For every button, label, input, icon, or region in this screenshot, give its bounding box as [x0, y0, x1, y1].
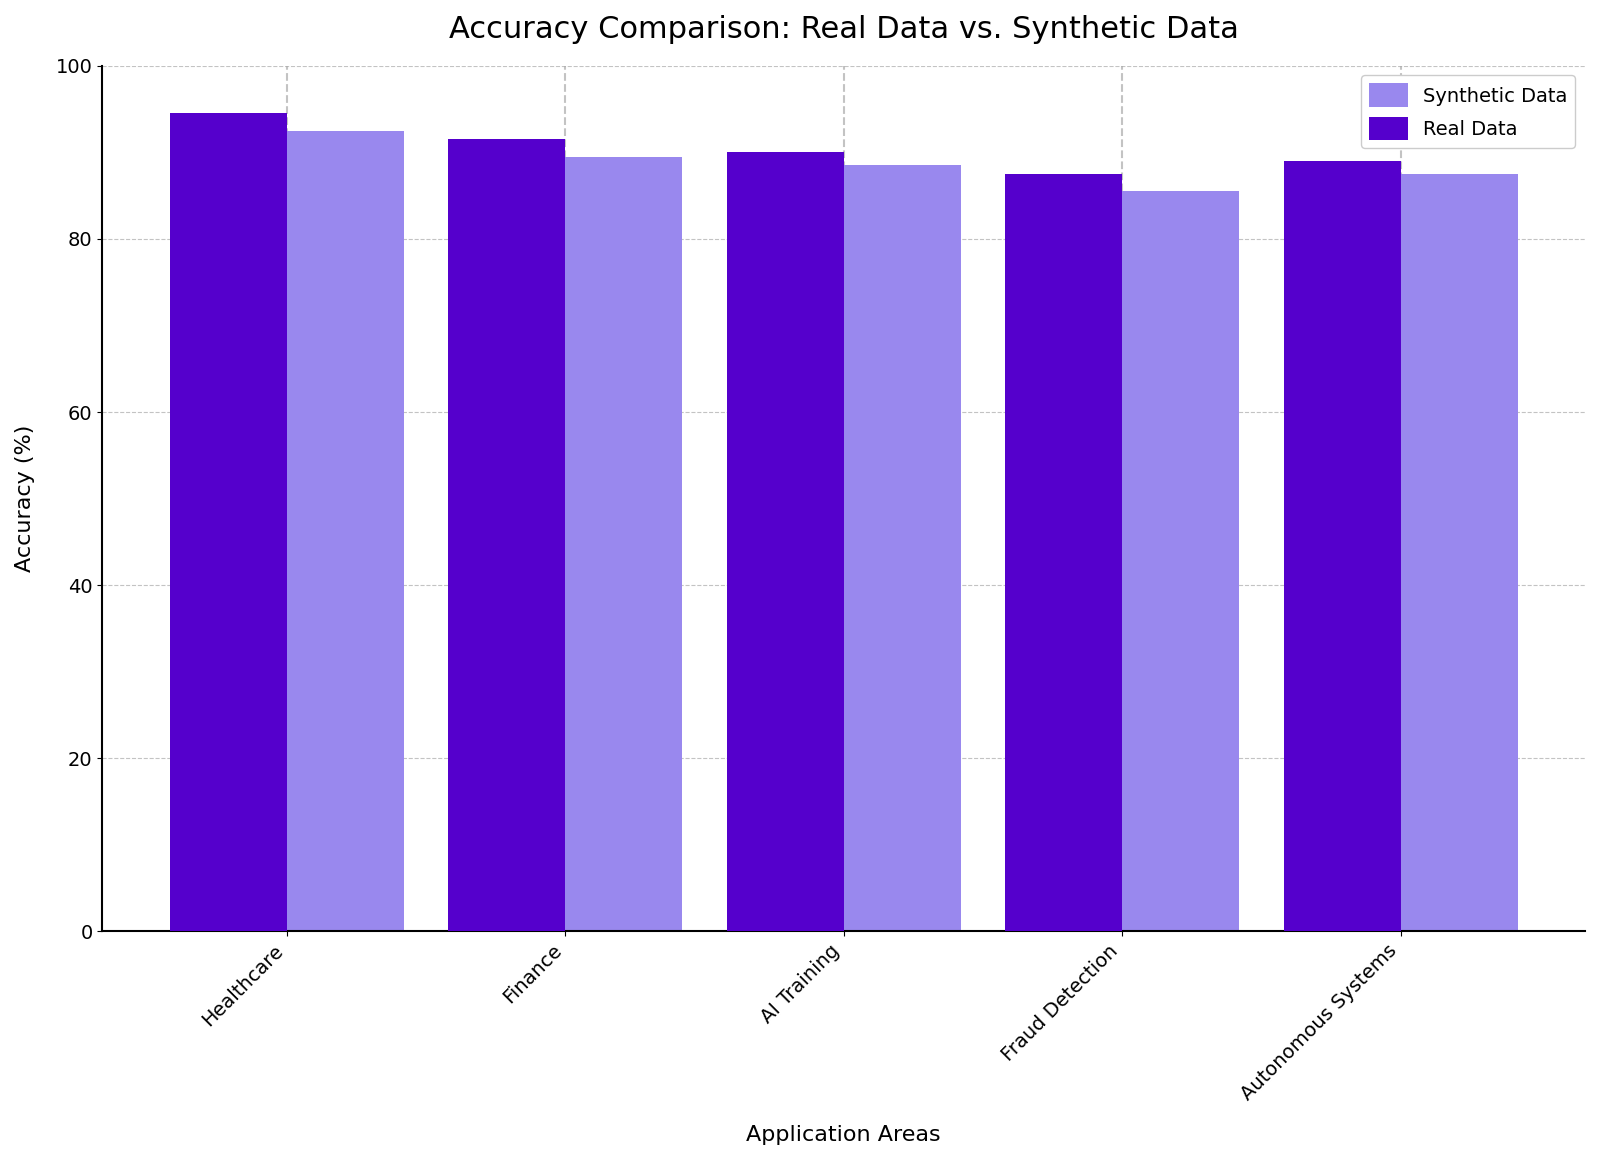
Bar: [1400, 174, 1518, 931]
Title: Accuracy Comparison: Real Data vs. Synthetic Data: Accuracy Comparison: Real Data vs. Synth…: [448, 15, 1238, 44]
Y-axis label: Accuracy (%): Accuracy (%): [14, 425, 35, 572]
Legend: Synthetic Data, Real Data: Synthetic Data, Real Data: [1362, 75, 1576, 148]
Bar: [1283, 161, 1400, 931]
Bar: [286, 131, 403, 931]
Bar: [565, 157, 682, 931]
Bar: [726, 152, 843, 931]
Bar: [843, 166, 960, 931]
X-axis label: Application Areas: Application Areas: [747, 1125, 941, 1145]
Bar: [1005, 174, 1122, 931]
Bar: [170, 114, 286, 931]
Bar: [448, 139, 565, 931]
Bar: [1122, 191, 1238, 931]
